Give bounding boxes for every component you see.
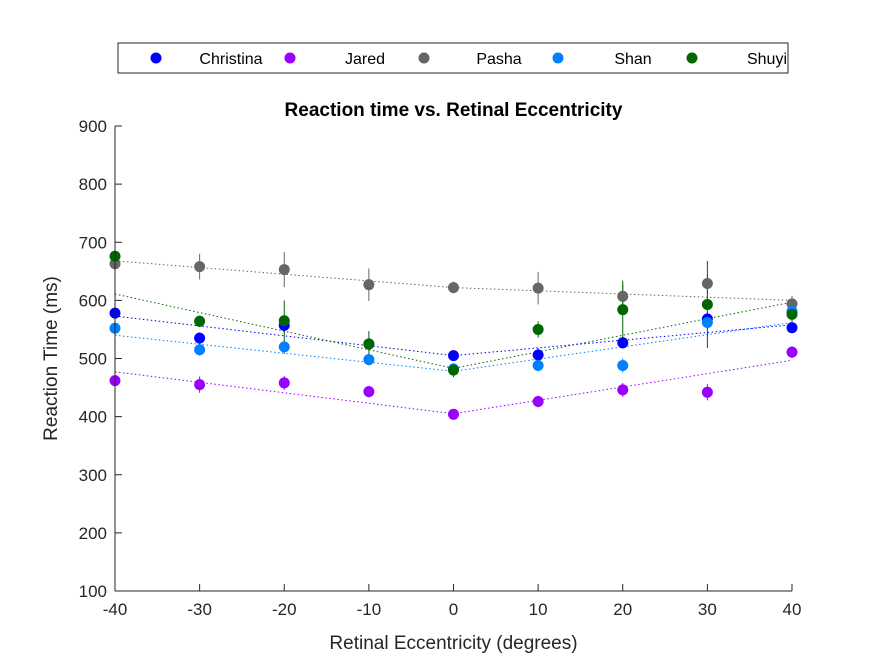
- data-point-jared: [786, 346, 798, 358]
- x-tick-label: 30: [698, 600, 717, 619]
- data-point-pasha: [617, 290, 629, 302]
- axes: -40 -30 -20 -10 0 10 20 30 40 100 200 300 400 500 600 7…: [79, 117, 802, 619]
- legend-label-shan: Shan: [614, 51, 651, 68]
- data-point-shuyi: [448, 364, 459, 376]
- data-point-jared: [617, 384, 629, 396]
- data-point-shuyi: [532, 323, 544, 335]
- legend: Christina Jared Pasha Shan Shuyi: [117, 42, 789, 74]
- x-tick-label: -40: [103, 600, 128, 619]
- data-point-shan: [363, 354, 375, 366]
- data-point-jared: [532, 396, 544, 408]
- x-axis-label: Retinal Eccentricity (degrees): [329, 633, 577, 654]
- y-tick-label: 600: [79, 291, 107, 310]
- data-point-shuyi: [194, 315, 206, 327]
- x-tick-label: -10: [357, 600, 382, 619]
- data-point-shuyi: [617, 304, 629, 316]
- legend-label-christina: Christina: [199, 51, 262, 68]
- y-tick-label: 100: [79, 582, 107, 601]
- x-tick-label: -20: [272, 600, 297, 619]
- y-tick-label: 500: [79, 350, 107, 369]
- data-point-christina: [532, 349, 544, 361]
- data-point-shan: [701, 316, 713, 328]
- y-tick-label: 800: [79, 175, 107, 194]
- data-point-christina: [448, 350, 459, 362]
- x-tick-label: 40: [783, 600, 802, 619]
- data-point-jared: [278, 377, 290, 389]
- data-point-jared: [194, 379, 206, 391]
- data-point-pasha: [194, 261, 206, 273]
- data-point-jared: [701, 386, 713, 398]
- legend-marker-jared: [284, 52, 296, 64]
- x-tick-label: 0: [449, 600, 458, 619]
- y-tick-label: 700: [79, 233, 107, 252]
- fit-line-pasha: [114, 260, 793, 301]
- data-point-pasha: [448, 282, 459, 294]
- legend-marker-shuyi: [686, 52, 698, 64]
- data-point-christina: [786, 322, 798, 334]
- fit-line-shuyi: [114, 293, 793, 369]
- data-point-shuyi: [278, 315, 290, 327]
- y-tick-label: 900: [79, 117, 107, 136]
- data-point-pasha: [532, 282, 544, 294]
- data-points: [109, 250, 798, 420]
- y-tick-label: 300: [79, 466, 107, 485]
- legend-marker-pasha: [418, 52, 430, 64]
- data-point-christina: [194, 332, 206, 344]
- data-point-shan: [194, 344, 206, 356]
- data-point-jared: [448, 408, 459, 420]
- data-point-shuyi: [363, 338, 375, 350]
- legend-box: [117, 42, 789, 74]
- data-point-pasha: [786, 298, 798, 310]
- x-tick-label: -30: [187, 600, 212, 619]
- chart-title: Reaction time vs. Retinal Eccentricity: [285, 100, 623, 121]
- data-point-shan: [278, 341, 290, 353]
- legend-label-pasha: Pasha: [476, 51, 521, 68]
- data-point-christina: [617, 337, 629, 349]
- data-point-pasha: [363, 279, 375, 291]
- legend-label-jared: Jared: [345, 51, 385, 68]
- legend-label-shuyi: Shuyi: [747, 51, 787, 68]
- y-axis-label: Reaction Time (ms): [41, 276, 62, 441]
- y-tick-label: 200: [79, 524, 107, 543]
- data-point-pasha: [278, 264, 290, 276]
- data-point-shuyi: [786, 308, 798, 320]
- data-point-jared: [363, 386, 375, 398]
- data-point-shan: [617, 359, 629, 371]
- data-point-shan: [532, 359, 544, 371]
- legend-marker-shan: [552, 52, 564, 64]
- x-tick-label: 20: [613, 600, 632, 619]
- data-point-pasha: [701, 278, 713, 290]
- y-tick-label: 400: [79, 408, 107, 427]
- x-tick-label: 10: [529, 600, 548, 619]
- data-point-shuyi: [701, 298, 713, 310]
- legend-marker-christina: [150, 52, 162, 64]
